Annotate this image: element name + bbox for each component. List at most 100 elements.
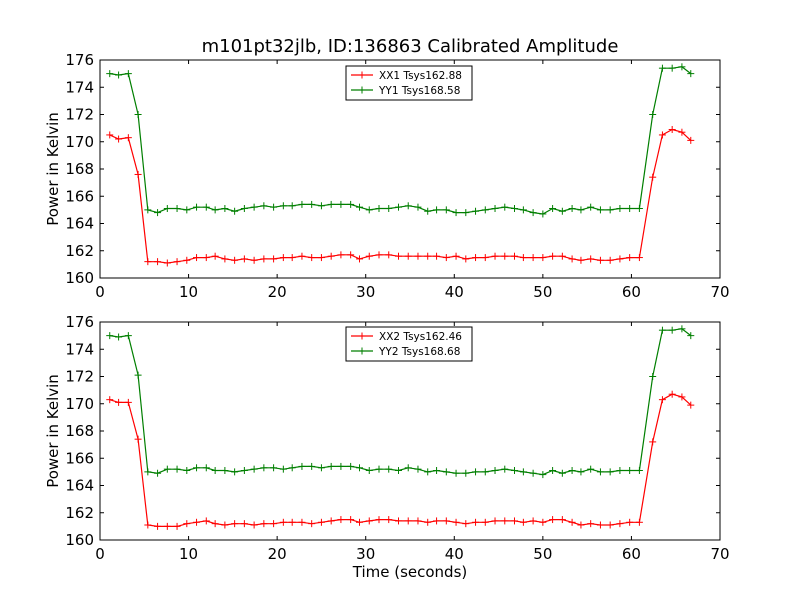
- data-point: [365, 467, 373, 475]
- data-point: [365, 252, 373, 260]
- series-yy2: [106, 325, 695, 479]
- data-point: [424, 207, 432, 215]
- data-point: [462, 255, 470, 263]
- data-point: [658, 326, 666, 334]
- data-point: [115, 333, 123, 341]
- data-point: [404, 517, 412, 525]
- data-point: [193, 464, 201, 472]
- series-xx1: [106, 125, 695, 267]
- data-point: [394, 467, 402, 475]
- legend: XX2 Tsys162.46 YY2 Tsys168.68: [345, 326, 473, 362]
- chart-top-panel: 0 10 20 30 40 50 60 70 160 162 164 166 168 170 172 174 1…: [44, 51, 730, 301]
- data-point: [501, 465, 509, 473]
- data-point: [298, 200, 306, 208]
- data-point: [649, 111, 657, 118]
- data-point: [687, 332, 695, 340]
- data-point: [231, 207, 239, 215]
- data-point: [596, 468, 604, 476]
- data-point: [462, 209, 470, 217]
- data-point: [577, 256, 585, 264]
- data-point: [501, 517, 509, 525]
- data-point: [539, 210, 547, 218]
- data-point: [596, 206, 604, 214]
- data-point: [626, 518, 634, 526]
- data-point: [337, 516, 345, 524]
- data-point: [414, 203, 422, 211]
- legend-box: [345, 326, 473, 362]
- data-point: [404, 252, 412, 260]
- data-point: [163, 522, 171, 530]
- data-point: [668, 64, 676, 72]
- data-point: [347, 462, 355, 470]
- data-point: [626, 254, 634, 262]
- data-point: [606, 468, 614, 476]
- x-tick-label: 20: [268, 545, 287, 563]
- data-point: [433, 252, 441, 260]
- data-point: [394, 517, 402, 525]
- data-point: [163, 465, 171, 473]
- data-point: [539, 254, 547, 262]
- data-point: [115, 398, 123, 406]
- data-point: [549, 205, 557, 213]
- data-point: [491, 252, 499, 260]
- data-point: [270, 203, 278, 211]
- data-point: [491, 467, 499, 475]
- chart-title: m101pt32jlb, ID:136863 Calibrated Amplit…: [202, 36, 619, 57]
- data-point: [568, 467, 576, 475]
- data-point: [211, 520, 219, 528]
- data-point: [529, 209, 537, 217]
- x-tick-label: 50: [533, 545, 552, 563]
- data-point: [491, 205, 499, 213]
- x-tick-label: 70: [710, 545, 729, 563]
- x-tick-label: 60: [622, 283, 641, 301]
- data-point: [154, 522, 162, 530]
- data-point: [193, 518, 201, 526]
- data-point: [452, 518, 460, 526]
- data-point: [606, 256, 614, 264]
- data-point: [442, 468, 450, 476]
- data-point: [375, 465, 383, 473]
- data-point: [260, 255, 268, 263]
- data-point: [394, 252, 402, 260]
- data-point: [124, 332, 132, 340]
- data-point: [240, 520, 248, 528]
- data-point: [327, 517, 335, 525]
- data-point: [221, 205, 229, 213]
- data-point: [106, 131, 114, 139]
- data-point: [221, 521, 229, 529]
- data-point: [472, 468, 480, 476]
- y-tick-label: 160: [65, 269, 94, 287]
- data-point: [202, 254, 210, 262]
- y-tick-label: 168: [65, 160, 94, 178]
- data-point: [279, 465, 287, 473]
- data-point: [404, 464, 412, 472]
- data-point: [260, 520, 268, 528]
- data-point: [462, 469, 470, 477]
- x-tick-label: 70: [710, 283, 729, 301]
- data-point: [414, 517, 422, 525]
- data-point: [375, 205, 383, 213]
- y-axis-label: Power in Kelvin: [44, 112, 62, 226]
- data-point: [577, 206, 585, 214]
- data-point: [375, 251, 383, 259]
- data-point: [394, 203, 402, 211]
- data-point: [193, 254, 201, 262]
- data-point: [568, 205, 576, 213]
- data-point: [347, 200, 355, 208]
- data-point: [549, 252, 557, 260]
- data-point: [404, 202, 412, 210]
- data-point: [211, 467, 219, 475]
- data-point: [626, 205, 634, 213]
- x-tick-label: 40: [445, 545, 464, 563]
- series-line: [109, 393, 692, 528]
- data-point: [481, 254, 489, 262]
- data-point: [288, 464, 296, 472]
- data-point: [115, 135, 123, 143]
- data-point: [678, 393, 686, 401]
- data-point: [347, 251, 355, 259]
- data-point: [433, 206, 441, 214]
- data-point: [134, 435, 142, 443]
- legend-label: XX1 Tsys162.88: [379, 70, 462, 82]
- x-tick-label: 0: [95, 545, 105, 563]
- data-point: [337, 462, 345, 470]
